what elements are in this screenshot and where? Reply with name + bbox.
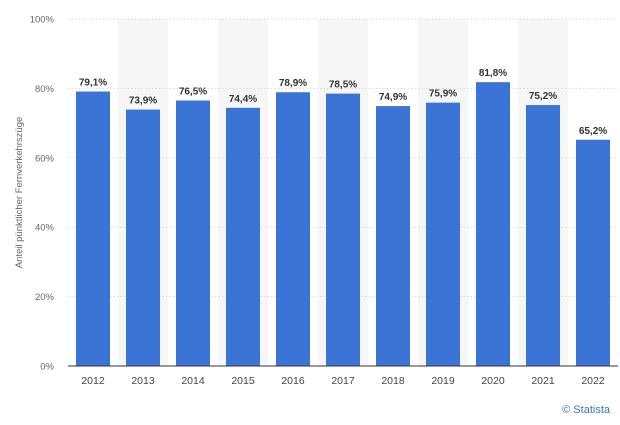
x-tick-label: 2022	[581, 375, 605, 387]
bar	[76, 91, 110, 366]
x-tick-label: 2020	[481, 375, 505, 387]
data-label: 78,9%	[279, 78, 307, 89]
x-tick-label: 2016	[281, 375, 305, 387]
x-tick-label: 2015	[231, 375, 255, 387]
x-tick-label: 2017	[331, 375, 355, 387]
data-label: 81,8%	[479, 68, 507, 79]
bar	[576, 139, 610, 366]
y-tick-label: 60%	[35, 153, 55, 164]
y-tick-label: 80%	[35, 84, 55, 95]
x-tick-label: 2021	[531, 375, 555, 387]
bar	[126, 109, 160, 366]
data-label: 78,5%	[329, 80, 357, 91]
y-tick-label: 0%	[40, 362, 54, 373]
data-label: 74,9%	[379, 92, 407, 103]
bar	[426, 102, 460, 366]
data-label: 75,2%	[529, 91, 557, 102]
data-label: 79,1%	[79, 78, 107, 89]
data-label: 73,9%	[129, 96, 157, 107]
bar	[176, 100, 210, 367]
y-tick-label: 100%	[30, 15, 55, 26]
bar	[326, 93, 360, 366]
data-label: 75,9%	[429, 89, 457, 100]
data-label: 76,5%	[179, 87, 207, 98]
y-tick-label: 20%	[35, 292, 55, 303]
x-tick-label: 2013	[131, 375, 155, 387]
bar	[476, 82, 510, 367]
bar	[226, 107, 260, 366]
x-tick-label: 2018	[381, 375, 405, 387]
y-axis-title: Anteil pünktlicher Fernverkehrszüge	[14, 117, 25, 269]
bar	[376, 106, 410, 367]
x-tick-label: 2014	[181, 375, 205, 387]
bar	[276, 92, 310, 366]
data-label: 65,2%	[579, 126, 607, 137]
y-tick-label: 40%	[35, 223, 55, 234]
x-tick-label: 2012	[81, 375, 105, 387]
x-tick-label: 2019	[431, 375, 455, 387]
bar	[526, 105, 560, 366]
data-label: 74,4%	[229, 94, 257, 105]
statista-credit[interactable]: © Statista	[562, 404, 610, 416]
